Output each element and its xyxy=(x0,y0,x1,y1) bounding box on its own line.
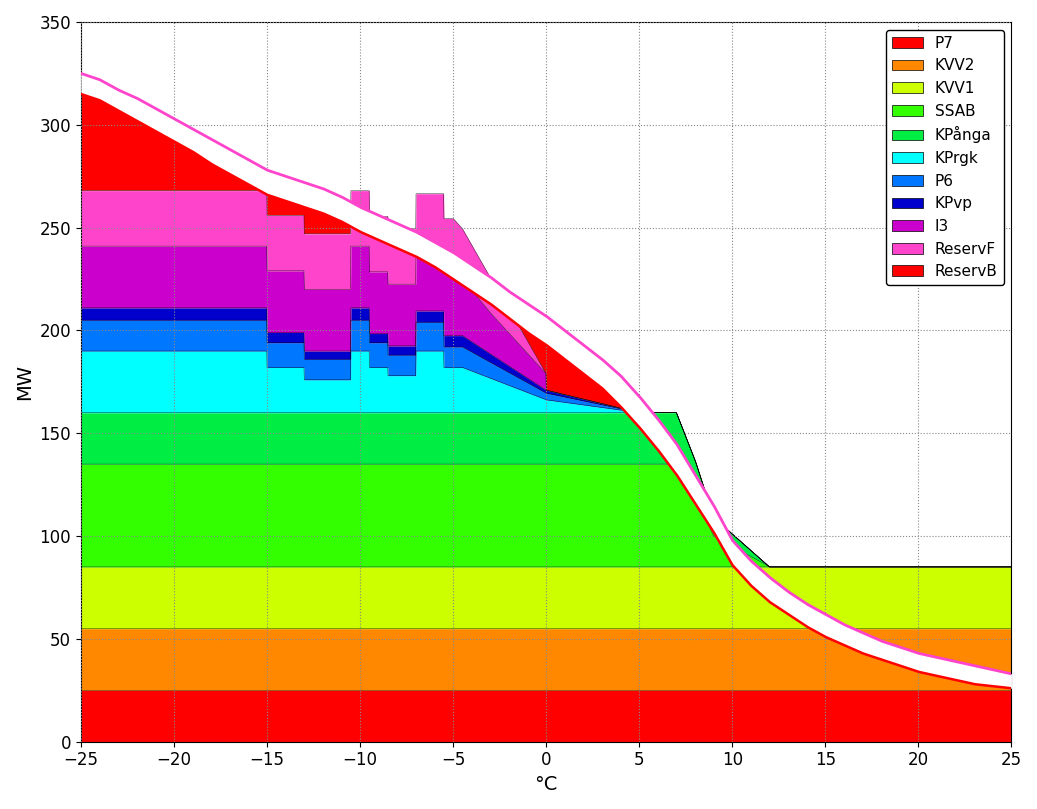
X-axis label: °C: °C xyxy=(534,775,558,794)
Y-axis label: MW: MW xyxy=(15,364,34,400)
Legend: P7, KVV2, KVV1, SSAB, KPånga, KPrgk, P6, KPvp, I3, ReservF, ReservB: P7, KVV2, KVV1, SSAB, KPånga, KPrgk, P6,… xyxy=(886,30,1004,286)
